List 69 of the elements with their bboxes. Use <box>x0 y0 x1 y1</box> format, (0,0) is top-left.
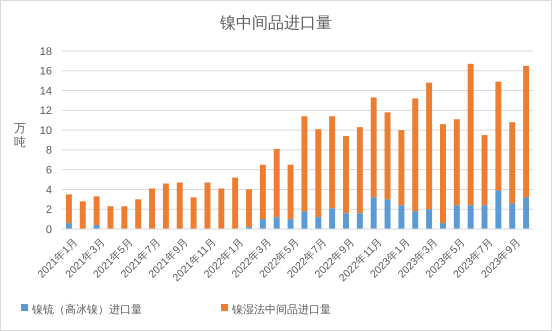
bar <box>384 112 391 200</box>
bar <box>274 148 280 218</box>
bar <box>454 119 460 206</box>
bar <box>190 197 197 229</box>
bar <box>482 135 488 206</box>
bar <box>329 208 336 229</box>
bar <box>440 124 446 224</box>
y-tick-label: 14 <box>40 85 52 98</box>
bar <box>66 223 72 229</box>
bar <box>454 205 460 229</box>
bar <box>149 188 156 229</box>
bar <box>288 219 294 229</box>
bar <box>343 213 349 229</box>
bar <box>398 205 404 229</box>
bar <box>412 211 418 229</box>
y-tick-label: 16 <box>40 66 52 78</box>
bar <box>468 64 474 206</box>
chart-title: 镍中间品进口量 <box>219 14 332 32</box>
bar <box>315 129 322 218</box>
bar <box>232 178 238 229</box>
bar <box>495 82 502 190</box>
bar <box>426 82 432 210</box>
legend-label: 镍锍（高冰镍）进口量 <box>31 302 142 316</box>
bar <box>509 122 516 204</box>
bar <box>108 206 114 229</box>
bar <box>204 182 210 229</box>
bar <box>370 97 377 198</box>
bar <box>356 127 363 214</box>
y-tick-label: 8 <box>46 144 52 157</box>
bar <box>121 206 128 229</box>
bar <box>162 184 169 229</box>
bar <box>412 98 418 212</box>
bar <box>288 164 294 220</box>
bar <box>260 164 266 220</box>
y-tick-label: 6 <box>46 164 52 177</box>
bar <box>482 205 488 229</box>
bar <box>135 199 142 229</box>
bar <box>495 190 502 229</box>
bar <box>94 196 100 226</box>
y-tick-label: 10 <box>40 124 52 137</box>
bar <box>301 211 308 229</box>
bar <box>343 136 349 214</box>
bar <box>356 213 363 229</box>
bar <box>426 209 432 229</box>
bar <box>509 203 516 229</box>
bar <box>301 116 308 212</box>
bar <box>468 205 474 229</box>
bar <box>176 182 183 229</box>
y-tick-label: 2 <box>46 204 52 216</box>
bar <box>329 116 336 208</box>
y-tick-label: 0 <box>46 224 52 236</box>
bar <box>384 199 391 229</box>
bar <box>370 197 377 229</box>
bar <box>398 130 404 206</box>
bar <box>218 188 224 229</box>
bar <box>315 217 322 229</box>
bar <box>260 219 266 229</box>
bar <box>246 189 252 228</box>
y-tick-label: 18 <box>40 46 52 58</box>
y-tick-label: 4 <box>46 184 52 196</box>
legend-label: 镍湿法中间品进口量 <box>231 302 331 316</box>
bar <box>440 223 446 229</box>
y-tick-label: 12 <box>40 105 52 118</box>
bar <box>274 217 280 229</box>
y-axis-title: 万吨 <box>14 121 26 149</box>
bar <box>66 194 72 224</box>
bar <box>523 197 530 229</box>
bar <box>523 66 530 198</box>
bar <box>80 201 86 229</box>
